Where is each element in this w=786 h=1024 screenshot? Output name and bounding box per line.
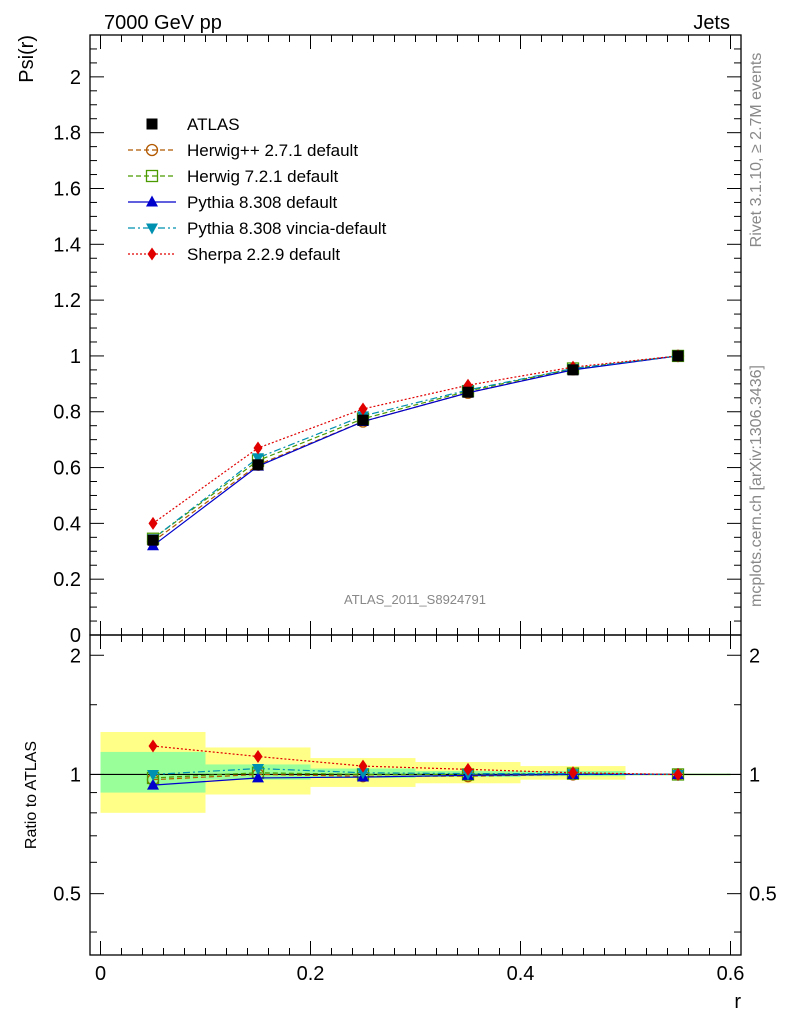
data-point (358, 402, 368, 416)
analysis-watermark: ATLAS_2011_S8924791 (344, 592, 486, 607)
legend-entry: Pythia 8.308 default (187, 193, 338, 212)
legend-marker (145, 143, 159, 157)
legend-entry: Sherpa 2.2.9 default (187, 245, 340, 264)
tick-label: 1.6 (53, 178, 81, 200)
legend-marker (145, 169, 159, 183)
series-line (152, 355, 679, 524)
tick-label: 0.4 (507, 963, 535, 985)
axes: 00.20.40.60.811.21.41.61.820 0.2 0.4 0.60.5… (53, 34, 777, 985)
header-left: 7000 GeV pp (104, 12, 222, 34)
tick-label: 0.2 (53, 569, 81, 591)
ratio-data-point (357, 768, 369, 780)
legend-marker (146, 223, 158, 235)
data-point (253, 441, 263, 455)
legend-marker (146, 118, 158, 130)
data-point (672, 350, 684, 362)
tick-label: 0 (70, 625, 81, 647)
series-line (152, 355, 679, 547)
ratio-data-point (252, 764, 264, 776)
data-point (567, 364, 579, 376)
ratio-data-point (147, 778, 159, 790)
data-point (462, 386, 474, 398)
data-point (148, 516, 158, 530)
ratio-data-point (252, 771, 264, 783)
main-y-axis-label: Psi(r) (16, 35, 38, 83)
x-axis-label: r (734, 991, 741, 1013)
tick-label: 2 (749, 645, 760, 667)
ratio-data-point (147, 769, 159, 781)
ratio-data-point (673, 767, 683, 781)
data-point (252, 453, 264, 465)
tick-label: 0 (95, 963, 106, 985)
ratio-y-axis-label: Ratio to ATLAS (23, 741, 40, 849)
tick-label: 1.4 (53, 234, 81, 256)
ratio-data-point (568, 766, 578, 780)
legend-entry: Herwig++ 2.7.1 default (187, 141, 358, 160)
legend-entry: ATLAS (187, 115, 240, 134)
legend-marker (147, 247, 157, 261)
header-right: Jets (693, 12, 730, 34)
tick-label: 0.6 (717, 963, 745, 985)
ratio-data-point (148, 739, 158, 753)
tick-label: 1 (749, 764, 760, 786)
tick-label: 0.6 (53, 458, 81, 480)
series-line (152, 355, 679, 542)
mcplots-credit-label: mcplots.cern.ch [arXiv:1306.3436] (748, 365, 765, 607)
tick-label: 1.8 (53, 123, 81, 145)
series-line (152, 355, 679, 540)
tick-label: 0.5 (749, 884, 777, 906)
ratio-data-point (463, 762, 473, 776)
tick-label: 2 (70, 67, 81, 89)
ratio-data-point (253, 750, 263, 764)
tick-label: 1 (70, 346, 81, 368)
series-line (152, 355, 679, 540)
data-point (147, 534, 159, 546)
tick-label: 1 (70, 764, 81, 786)
ratio-data-point (358, 759, 368, 773)
data-point (357, 414, 369, 426)
legend: ATLAS Herwig++ 2.7.1 default Herwig 7.2.1 … (128, 115, 387, 264)
tick-label: 2 (70, 645, 81, 667)
legend-entry: Pythia 8.308 vincia-default (187, 219, 387, 238)
tick-label: 1.2 (53, 290, 81, 312)
series-group (146, 349, 685, 790)
tick-label: 0.8 (53, 402, 81, 424)
tick-label: 0.2 (297, 963, 325, 985)
ratio-series-line (152, 767, 679, 776)
legend-marker (146, 195, 158, 207)
legend-entry: Herwig 7.2.1 default (187, 167, 338, 186)
rivet-version-label: Rivet 3.1.10, ≥ 2.7M events (748, 53, 765, 248)
tick-label: 0.5 (53, 884, 81, 906)
ratio-series-line (152, 773, 678, 786)
data-point (252, 459, 264, 471)
tick-label: 0.4 (53, 513, 81, 535)
